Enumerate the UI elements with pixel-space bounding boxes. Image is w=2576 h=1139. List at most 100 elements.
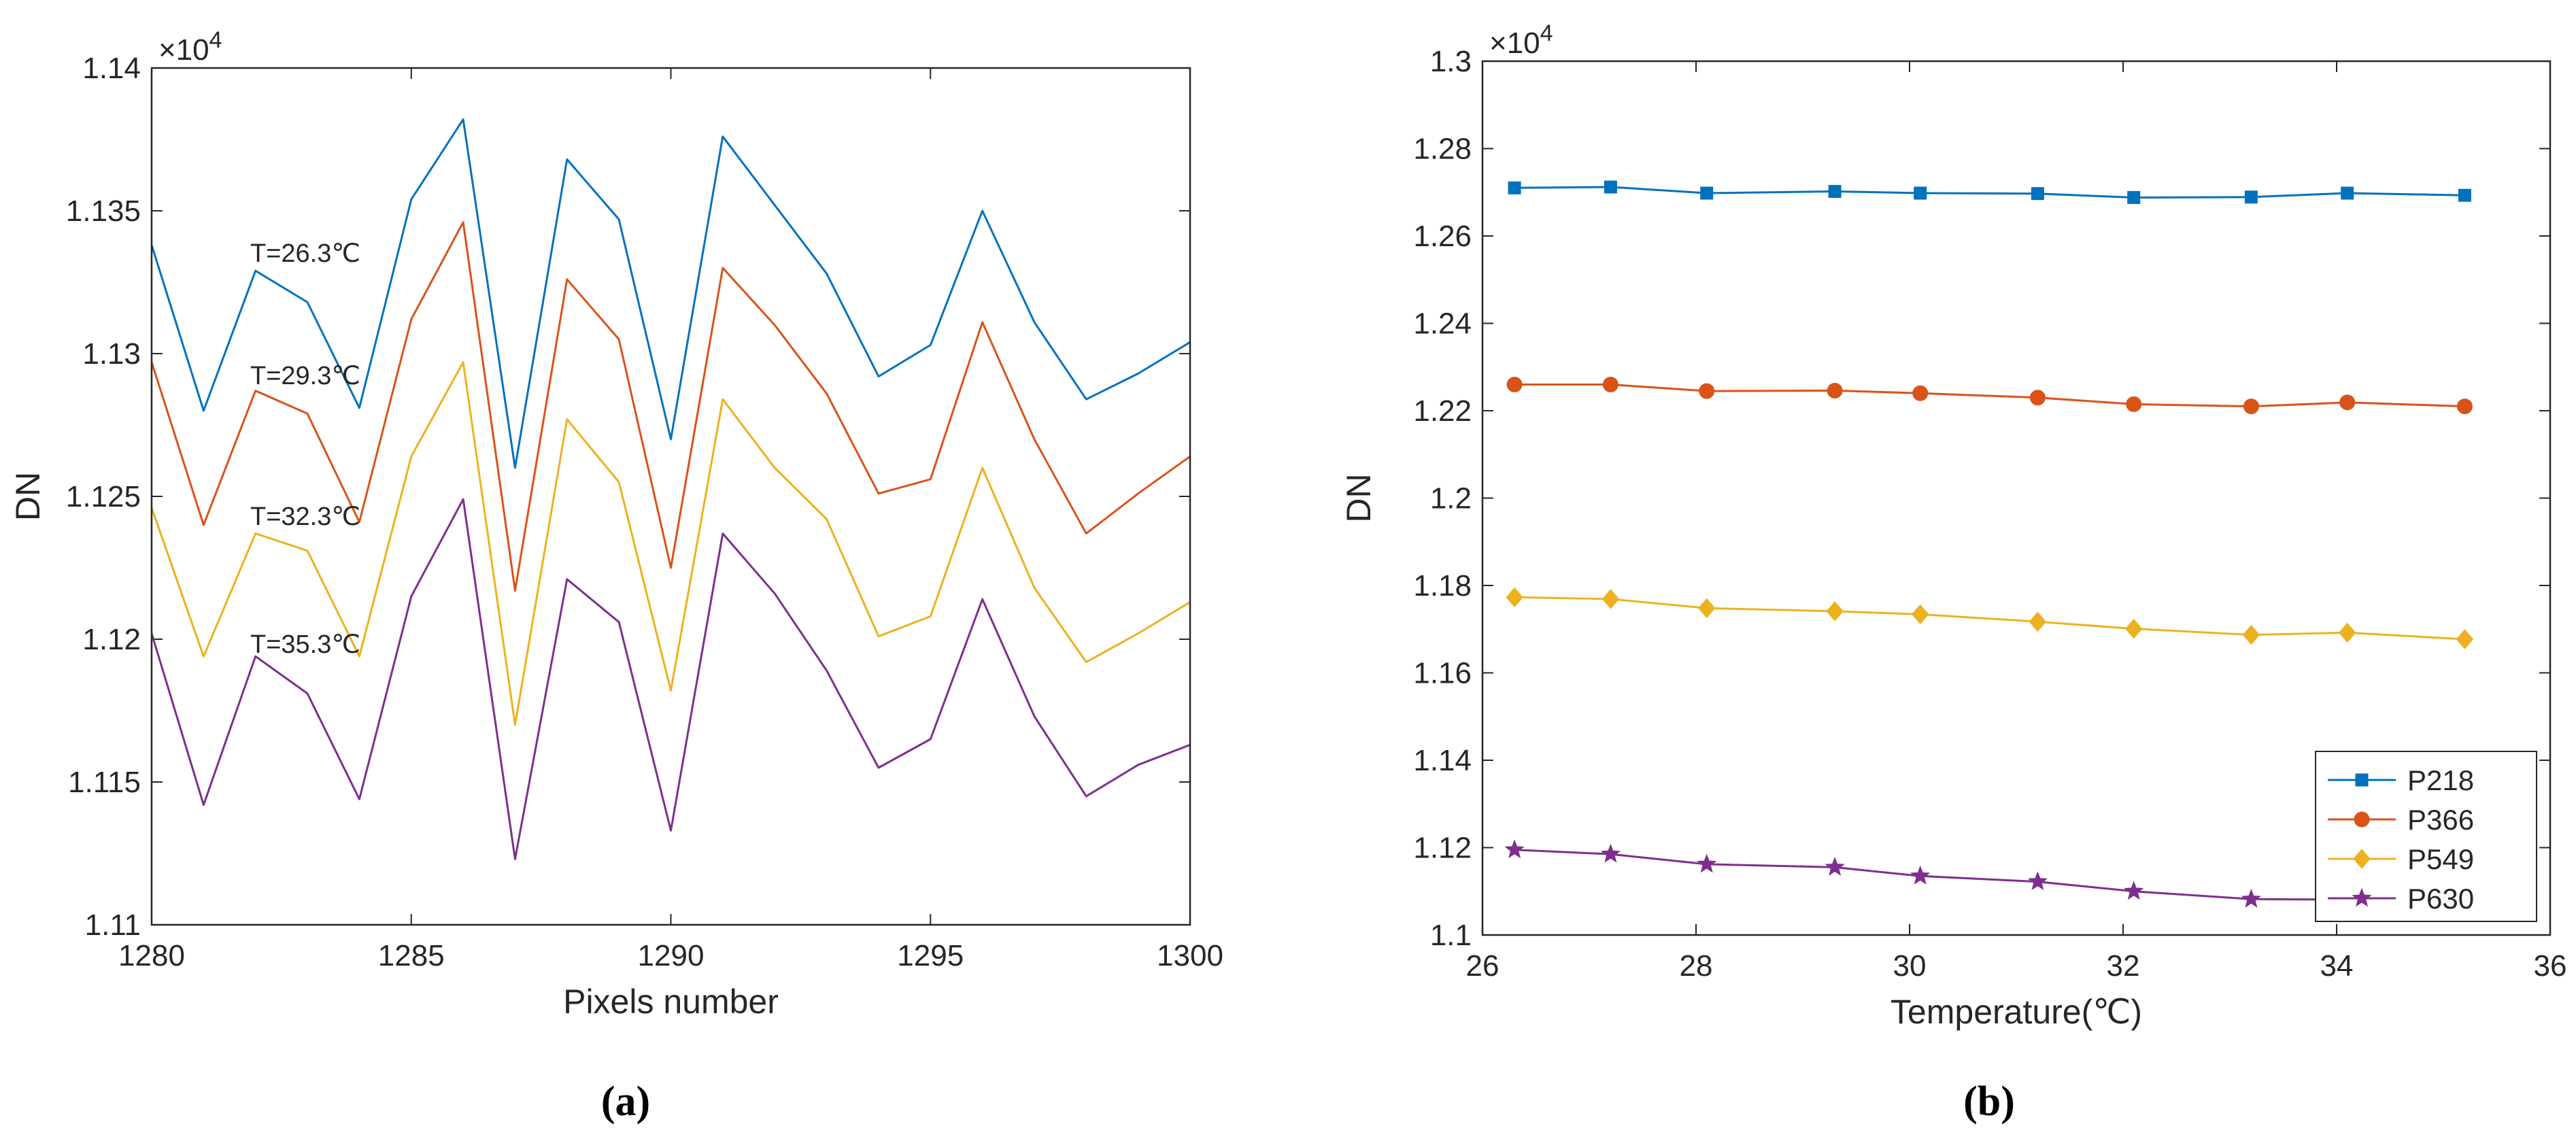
- series-annotation: T=29.3℃: [250, 362, 360, 390]
- data-point: [1912, 604, 1929, 625]
- data-point: [2339, 622, 2356, 643]
- y-tick-label: 1.3: [1430, 45, 1472, 78]
- y-tick-label: 1.13: [82, 337, 141, 371]
- legend: P218 P366 P549 P630: [2315, 751, 2537, 922]
- exponent-label: ×104: [158, 27, 222, 67]
- data-point: [2126, 396, 2142, 412]
- legend-marker: [2354, 811, 2370, 828]
- series-line-1: [150, 118, 1191, 469]
- data-point: [2125, 618, 2143, 639]
- data-point: [1508, 181, 1521, 194]
- exponent-power: 4: [1540, 20, 1553, 46]
- y-tick-label: 1.2: [1430, 482, 1472, 515]
- legend-marker: [2355, 773, 2369, 787]
- panel-label: (b): [1963, 1078, 2015, 1125]
- plot-area: [152, 68, 1190, 925]
- data-point: [1700, 186, 1714, 200]
- y-tick-label: 1.14: [1413, 744, 1472, 777]
- exponent-label: ×104: [1489, 20, 1553, 60]
- y-tick-label: 1.14: [82, 52, 141, 85]
- series-annotation: T=35.3℃: [250, 630, 360, 659]
- data-point: [1914, 186, 1927, 200]
- y-tick-label: 1.135: [66, 194, 141, 228]
- data-point: [1506, 587, 1523, 608]
- y-tick-label: 1.22: [1413, 394, 1472, 428]
- x-tick-label: 1280: [118, 939, 185, 972]
- data-point: [1601, 589, 1620, 609]
- y-tick-label: 1.12: [82, 623, 141, 656]
- data-point: [2029, 611, 2047, 632]
- data-point: [1698, 598, 1716, 619]
- x-tick-label: 36: [2534, 949, 2567, 983]
- series-annotation: T=26.3℃: [250, 239, 360, 268]
- data-point: [1600, 843, 1621, 863]
- data-point: [2244, 190, 2258, 204]
- chart-panel-b: 26 28 30 32 34 36 1.1 1.12 1.14 1.16 1.18 1.2 1.22 1.…: [1340, 20, 2566, 1125]
- data-point: [2456, 398, 2473, 415]
- x-tick-label: 1300: [1157, 939, 1223, 972]
- data-point: [2031, 187, 2044, 201]
- x-tick-label: 28: [1680, 949, 1713, 983]
- series-line-2: [1514, 384, 2465, 408]
- y-tick-label: 1.18: [1413, 569, 1472, 602]
- y-tick-label: 1.16: [1413, 657, 1472, 690]
- data-point: [2341, 186, 2354, 200]
- data-point: [2127, 190, 2141, 204]
- data-point: [1826, 601, 1844, 622]
- series-line-4: [1514, 849, 2465, 910]
- x-tick-label: 1285: [378, 939, 445, 972]
- exponent-power: 4: [209, 27, 222, 53]
- legend-marker: [2352, 887, 2372, 907]
- series-line-2: [150, 221, 1191, 592]
- data-point: [1912, 385, 1929, 401]
- data-point: [1825, 856, 1845, 876]
- data-point: [2458, 188, 2471, 202]
- y-tick-label: 1.24: [1413, 307, 1472, 341]
- data-point: [1699, 383, 1715, 399]
- legend-label: P218: [2407, 764, 2474, 796]
- x-tick-label: 1290: [638, 939, 705, 972]
- data-point: [2241, 888, 2262, 908]
- data-point: [2242, 624, 2260, 645]
- data-point: [1827, 382, 1843, 398]
- series-line-1: [1514, 186, 2465, 199]
- axes-box: [150, 67, 1191, 926]
- y-tick-label: 1.28: [1413, 133, 1472, 166]
- data-point: [2456, 629, 2474, 649]
- legend-label: P630: [2407, 883, 2474, 915]
- data-point: [2124, 881, 2144, 900]
- y-tick-label: 1.1: [1430, 919, 1472, 952]
- legend-marker: [2353, 849, 2371, 869]
- y-tick-label: 1.125: [66, 480, 141, 513]
- x-axis-label: Pixels number: [563, 983, 779, 1021]
- x-tick-label: 30: [1893, 949, 1927, 983]
- data-point: [2339, 394, 2356, 411]
- series-line-3: [1514, 596, 2465, 641]
- series-annotation: T=32.3℃: [250, 503, 360, 531]
- data-point: [2243, 398, 2259, 415]
- data-point: [1604, 180, 1617, 194]
- data-point: [1828, 184, 1842, 198]
- panel-label: (a): [601, 1078, 650, 1125]
- x-axis-label: Temperature(℃): [1891, 993, 2142, 1031]
- x-tick-label: 34: [2320, 949, 2354, 983]
- y-axis-label: DN: [1340, 473, 1378, 522]
- legend-label: P549: [2407, 843, 2474, 875]
- y-tick-label: 1.12: [1413, 832, 1472, 865]
- data-point: [1602, 376, 1619, 392]
- chart-panel-a: 1280 1285 1290 1295 1300 1.11 1.115 1.12 1.125 1.…: [9, 27, 1223, 1125]
- y-tick-label: 1.11: [85, 908, 141, 942]
- data-point: [1504, 839, 1525, 859]
- x-tick-label: 26: [1466, 949, 1499, 983]
- series-line-4: [150, 498, 1191, 860]
- data-point: [1506, 376, 1523, 392]
- data-point: [1697, 853, 1717, 873]
- data-point: [1910, 865, 1931, 885]
- series-line-3: [150, 361, 1191, 726]
- axes-box: [1481, 60, 2552, 936]
- legend-label: P366: [2407, 804, 2474, 836]
- data-point: [2027, 871, 2048, 891]
- y-axis-label: DN: [9, 472, 47, 521]
- data-point: [2029, 390, 2046, 406]
